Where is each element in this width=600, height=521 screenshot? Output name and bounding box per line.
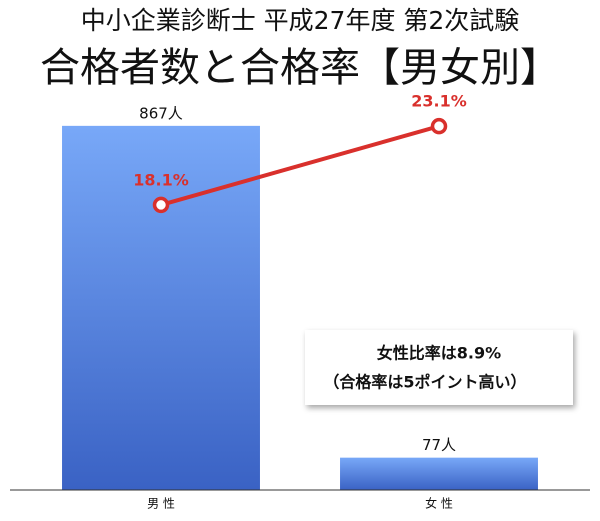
annotation-box (305, 330, 573, 405)
x-tick-label: 男 性 (147, 497, 175, 511)
x-tick-label: 女 性 (425, 496, 453, 511)
value-label: 77人 (422, 436, 456, 454)
line (160, 124, 440, 207)
annotation: （合格率は5ポイント高い） (323, 373, 526, 392)
annotation: 女性比率は8.9% (377, 344, 501, 363)
bar (340, 457, 538, 490)
line-point (152, 196, 170, 214)
chart-subtitle: 合格者数と合格率【男女別】 (40, 45, 560, 91)
chart-title: 中小企業診断士 平成27年度 第2次試験 (81, 6, 520, 35)
line-point (430, 117, 448, 135)
line-value-label: 18.1% (133, 170, 189, 189)
line-value-label: 23.1% (411, 92, 467, 111)
value-label: 867人 (139, 104, 183, 122)
